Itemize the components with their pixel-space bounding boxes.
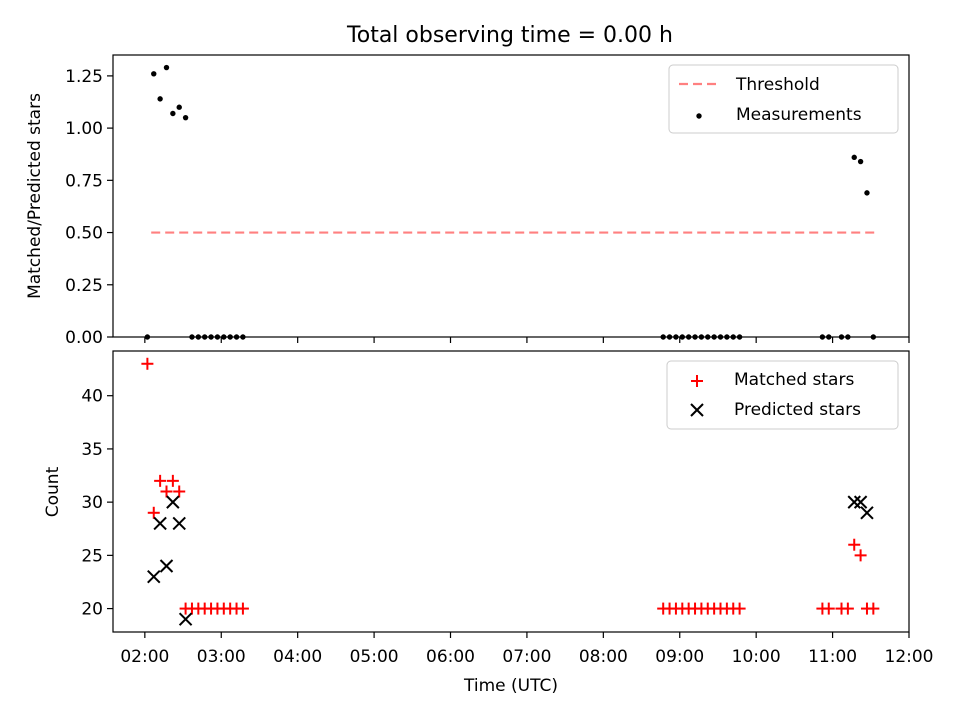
count-x-tick-label: 05:00 [350,647,399,667]
ratio-y-tick-label: 1.00 [65,119,103,139]
ratio-x-axis-ticks [144,337,910,343]
count-x-tick-label: 10:00 [732,647,781,667]
measurement-point [163,64,170,71]
ratio-legend: Threshold Measurements [668,64,899,134]
matched-stars-marker [166,474,179,487]
measurement-point [851,154,857,161]
matched-stars-marker [147,506,160,519]
matched-stars-marker [867,602,880,615]
count-y-tick-label: 20 [81,600,103,620]
ratio-y-tick-label: 0.00 [65,328,103,348]
ratio-panel: 0.00 0.25 0.50 0.75 1.00 1.25 Matched/Predict… [25,54,910,348]
matched-stars-marker [141,357,154,370]
count-x-tick-label: 07:00 [502,647,551,667]
matched-stars-marker [173,485,186,498]
predicted-stars-marker [172,516,186,531]
predicted-legend-marker [690,403,704,417]
predicted-stars-marker [853,495,868,509]
count-y-axis-label: Count [43,466,63,517]
ratio-legend-box [668,64,899,134]
threshold-legend-label: Threshold [735,75,820,95]
predicted-legend-label: Predicted stars [734,400,861,420]
ratio-plot-frame [112,54,910,338]
count-legend: Matched stars Predicted stars [666,360,899,430]
matched-legend-label: Matched stars [734,370,854,390]
count-plot-frame [112,350,910,633]
predicted-stars-marker [860,506,874,520]
count-plot-data [141,357,880,626]
ratio-y-tick-label: 0.75 [65,171,103,191]
count-panel: 20 25 30 35 40 02:00 03:00 04:00 05:00 06:00 07:0… [43,350,934,696]
count-legend-box [666,360,899,430]
ratio-y-tick-label: 0.50 [65,224,103,244]
count-y-tick-label: 35 [81,440,103,460]
count-y-axis-ticks: 20 25 30 35 40 [81,387,113,620]
ratio-y-tick-label: 1.25 [65,67,103,87]
matched-stars-marker [733,602,746,615]
count-x-axis-ticks: 02:00 03:00 04:00 05:00 06:00 07:00 08:00 09:00… [120,632,934,667]
measurement-point [170,110,176,117]
count-x-axis-label: Time (UTC) [463,676,558,696]
count-x-tick-label: 03:00 [197,647,246,667]
ratio-y-axis-label: Matched/Predicted stars [25,93,45,299]
count-x-tick-label: 11:00 [808,647,857,667]
measurements-legend-label: Measurements [736,105,862,125]
predicted-stars-marker [153,516,167,531]
predicted-stars-marker [847,495,861,509]
matched-stars-marker [236,602,249,615]
measurements-legend-marker [696,113,702,119]
count-x-tick-label: 09:00 [655,647,704,667]
count-x-tick-label: 04:00 [273,647,322,667]
matched-stars-marker [154,474,167,487]
count-y-tick-label: 40 [81,387,103,407]
count-y-tick-label: 30 [81,493,103,513]
matched-stars-marker [848,538,861,551]
count-x-tick-label: 06:00 [426,647,475,667]
ratio-y-axis-ticks: 0.00 0.25 0.50 0.75 1.00 1.25 [65,67,113,348]
measurement-point [857,158,864,165]
matched-stars-marker [822,602,835,615]
count-x-tick-label: 02:00 [120,647,169,667]
predicted-stars-marker [159,559,174,573]
matched-stars-marker [854,549,867,562]
measurement-point [864,190,870,196]
predicted-stars-marker [178,612,193,626]
matched-legend-marker [691,375,703,387]
matched-stars-marker [841,602,854,615]
ratio-y-tick-label: 0.25 [65,276,103,296]
predicted-stars-marker [147,569,161,584]
figure-title: Total observing time = 0.00 h [346,23,673,48]
measurement-point [182,114,189,121]
count-x-tick-label: 12:00 [885,647,934,667]
count-y-tick-label: 25 [81,546,103,566]
measurement-point [157,96,163,102]
matched-stars-marker [160,485,173,498]
count-x-tick-label: 08:00 [579,647,628,667]
measurement-point [176,104,182,110]
predicted-stars-marker [166,495,180,509]
measurement-point [151,71,157,77]
